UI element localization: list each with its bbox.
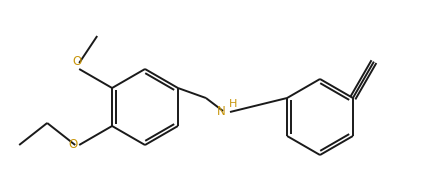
Text: N: N bbox=[217, 105, 226, 119]
Text: H: H bbox=[229, 99, 237, 110]
Text: O: O bbox=[68, 139, 77, 151]
Text: O: O bbox=[73, 55, 82, 68]
